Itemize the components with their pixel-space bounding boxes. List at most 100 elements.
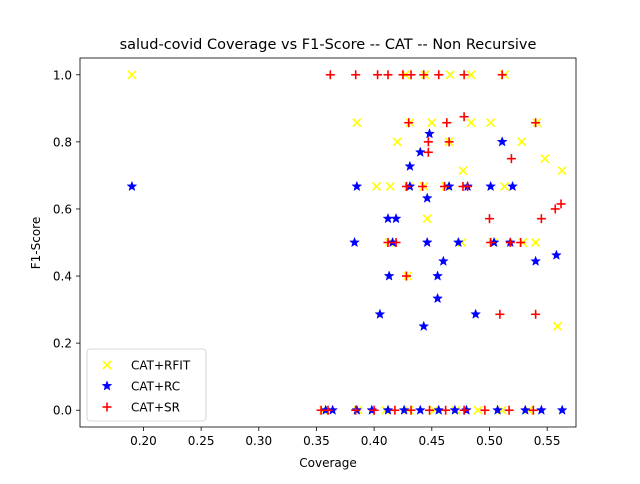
data-point [505, 238, 515, 247]
x-axis-label: Coverage [299, 456, 357, 470]
data-point [517, 137, 527, 147]
x-tick-label: 0.40 [361, 434, 388, 448]
x-axis: 0.20 0.25 0.30 0.35 0.40 0.45 0.50 0.55 [130, 427, 561, 448]
data-point [406, 405, 416, 415]
x-tick-label: 0.35 [303, 434, 330, 448]
data-point [406, 70, 416, 80]
data-point [506, 154, 516, 164]
legend-label: CAT+RFIT [131, 359, 191, 373]
legend-label: CAT+SR [131, 401, 180, 415]
data-point [433, 404, 445, 415]
y-tick-label: 0.6 [53, 202, 72, 216]
data-point [556, 404, 568, 415]
series-cat-rc [126, 128, 568, 415]
data-point [531, 309, 541, 319]
data-point [369, 405, 379, 415]
y-tick-label: 0.2 [53, 337, 72, 351]
data-point [423, 137, 433, 147]
data-point [385, 181, 395, 192]
data-point [422, 214, 432, 224]
data-point [466, 70, 476, 80]
data-point [418, 181, 428, 191]
x-tick-label: 0.30 [245, 434, 272, 448]
y-tick-label: 0.8 [53, 135, 72, 149]
data-point [516, 238, 526, 247]
data-point [349, 236, 360, 248]
legend: CAT+RFIT CAT+RC CAT+SR [86, 348, 207, 422]
data-point [443, 180, 455, 192]
data-point [459, 112, 469, 122]
data-point [432, 292, 444, 304]
data-point [528, 405, 538, 415]
data-point [466, 118, 476, 128]
data-point [432, 270, 444, 281]
data-point [495, 309, 505, 319]
data-point [434, 70, 444, 80]
data-point [552, 321, 563, 331]
data-point [504, 405, 514, 415]
data-point [473, 405, 483, 415]
data-point [496, 136, 508, 147]
data-point [373, 70, 383, 80]
data-point [374, 308, 386, 319]
data-point [351, 70, 361, 80]
data-point [540, 154, 550, 164]
data-point [414, 146, 426, 157]
data-point [470, 308, 482, 319]
x-tick-label: 0.45 [418, 434, 445, 448]
x-tick-label: 0.20 [130, 434, 157, 448]
data-point [449, 404, 461, 415]
data-point [423, 147, 433, 157]
data-point [392, 137, 402, 147]
y-axis: 0.0 0.2 0.4 0.6 0.8 1.0 [53, 68, 80, 418]
data-point [323, 405, 333, 415]
y-axis-label: F1-Score [29, 217, 43, 269]
legend-box [86, 348, 207, 422]
legend-marker [102, 402, 112, 412]
data-point [492, 404, 503, 415]
data-point [325, 70, 335, 80]
data-point [550, 204, 560, 214]
legend-item: CAT+SR [102, 401, 180, 415]
data-point [390, 405, 400, 415]
data-point [499, 181, 510, 192]
x-tick-label: 0.25 [188, 434, 215, 448]
data-point [383, 270, 395, 281]
data-point [424, 128, 435, 139]
data-point [383, 70, 393, 80]
data-point [486, 118, 496, 128]
data-point [480, 405, 490, 415]
data-point [351, 405, 361, 415]
data-point [452, 236, 464, 248]
data-point [414, 404, 426, 415]
data-point [536, 214, 546, 224]
data-point [459, 405, 469, 415]
data-point [351, 180, 363, 192]
plot-area-frame [79, 57, 577, 428]
data-point [404, 118, 414, 128]
data-point [459, 70, 469, 80]
data-point [398, 70, 408, 80]
data-point [441, 405, 451, 415]
legend-item: CAT+RC [101, 380, 180, 394]
data-point [418, 320, 430, 331]
data-point [421, 192, 433, 203]
data-point [127, 70, 137, 80]
data-point [421, 236, 433, 248]
data-point [390, 212, 402, 224]
data-point [445, 70, 455, 80]
data-point [401, 271, 411, 281]
data-point [463, 181, 473, 191]
data-point [484, 214, 494, 224]
series-cat-sr [316, 70, 566, 415]
data-point [519, 404, 531, 415]
x-tick-label: 0.55 [534, 434, 561, 448]
data-point [425, 405, 435, 415]
data-point [442, 118, 452, 128]
y-tick-label: 1.0 [53, 68, 72, 82]
data-point [556, 199, 566, 209]
legend-item: CAT+RFIT [102, 359, 191, 373]
data-point [497, 70, 507, 80]
